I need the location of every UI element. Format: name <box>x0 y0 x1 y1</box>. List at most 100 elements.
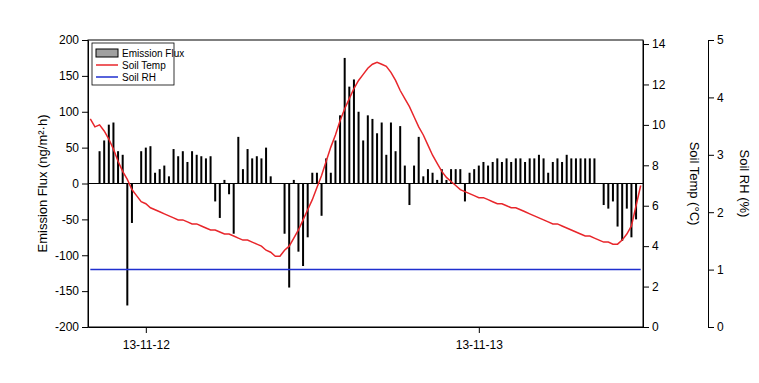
tick-mark <box>643 327 649 328</box>
bar <box>251 158 253 183</box>
tick-label: -100 <box>55 249 79 263</box>
bar <box>163 166 165 184</box>
tick-label: 200 <box>59 33 79 47</box>
bar <box>630 184 632 238</box>
bar <box>334 140 336 183</box>
bar <box>621 184 623 241</box>
line <box>90 269 640 271</box>
tick-label: 0 <box>652 320 659 334</box>
bar <box>524 162 526 184</box>
chart: 13-11-1213-11-13-200-150-100-50050100150… <box>0 0 759 383</box>
tick-mark <box>643 84 649 85</box>
tick-mark <box>708 155 714 156</box>
tick-mark <box>82 291 88 292</box>
axis-title: Emission Flux (ng/m²·h) <box>35 115 50 253</box>
tick-mark <box>708 97 714 98</box>
bar <box>478 166 480 184</box>
tick: 0 <box>72 177 88 191</box>
tick: 150 <box>59 69 88 83</box>
tick-mark <box>82 327 88 328</box>
tick-label: 2 <box>652 280 659 294</box>
bar <box>237 137 239 184</box>
bar <box>575 158 577 183</box>
tick-mark <box>643 287 649 288</box>
tick-mark <box>82 219 88 220</box>
bar <box>182 151 184 183</box>
tick-mark <box>82 76 88 77</box>
tick-label: 6 <box>652 199 659 213</box>
tick-mark <box>82 184 88 185</box>
bar <box>371 119 373 184</box>
bar <box>168 176 170 183</box>
tick-label: -50 <box>62 213 80 227</box>
tick-label: 4 <box>652 239 659 253</box>
bar <box>547 173 549 184</box>
bar <box>385 155 387 184</box>
bar <box>233 184 235 234</box>
bar <box>108 125 110 184</box>
line <box>90 62 640 256</box>
bar <box>316 173 318 184</box>
tick: 3 <box>708 148 724 162</box>
bar <box>302 184 304 267</box>
bar <box>173 149 175 183</box>
tick-label: 0 <box>717 320 724 334</box>
bar <box>469 173 471 184</box>
bar <box>214 184 216 202</box>
tick-label: 10 <box>652 118 666 132</box>
tick-mark <box>708 270 714 271</box>
tick: 0 <box>708 320 724 334</box>
axis-line <box>708 41 709 328</box>
tick: 6 <box>643 199 659 213</box>
bar <box>376 133 378 183</box>
tick-mark <box>708 327 714 328</box>
legend-swatch <box>96 64 118 66</box>
bar <box>159 169 161 183</box>
bar <box>533 158 535 183</box>
bar <box>589 158 591 183</box>
tick: 8 <box>643 159 659 173</box>
bar <box>270 176 272 183</box>
bar <box>510 162 512 184</box>
tick: 200 <box>59 33 88 47</box>
bar <box>293 180 295 184</box>
bar <box>395 151 397 183</box>
bar <box>408 184 410 206</box>
tick-label: 1 <box>717 263 724 277</box>
tick: 4 <box>708 91 724 105</box>
bar <box>626 184 628 209</box>
tick: 13-11-13 <box>456 327 503 352</box>
bar <box>311 173 313 184</box>
bar <box>339 115 341 183</box>
bar <box>487 166 489 184</box>
bar <box>432 173 434 184</box>
bar <box>288 184 290 288</box>
legend: Emission FluxSoil TempSoil RH <box>92 43 184 85</box>
bar <box>496 158 498 183</box>
tick: 5 <box>708 33 724 47</box>
bar <box>418 137 420 184</box>
bar <box>529 158 531 183</box>
bar <box>381 123 383 184</box>
bar <box>455 169 457 183</box>
tick-mark <box>82 148 88 149</box>
bar <box>580 158 582 183</box>
tick-label: 2 <box>717 206 724 220</box>
legend-label: Soil RH <box>122 72 156 83</box>
bar <box>126 184 128 306</box>
tick-mark <box>82 255 88 256</box>
y-axis: -200-150-100-50050100150200 <box>55 33 89 334</box>
bar <box>390 123 392 184</box>
bar <box>344 58 346 184</box>
bar <box>436 180 438 184</box>
bar <box>492 162 494 184</box>
bar <box>223 180 225 184</box>
bar <box>515 158 517 183</box>
tick-mark <box>82 112 88 113</box>
bar <box>362 140 364 183</box>
bar <box>186 162 188 184</box>
bar <box>200 156 202 183</box>
bar <box>427 169 429 183</box>
bar <box>117 151 119 183</box>
tick: 1 <box>708 263 724 277</box>
